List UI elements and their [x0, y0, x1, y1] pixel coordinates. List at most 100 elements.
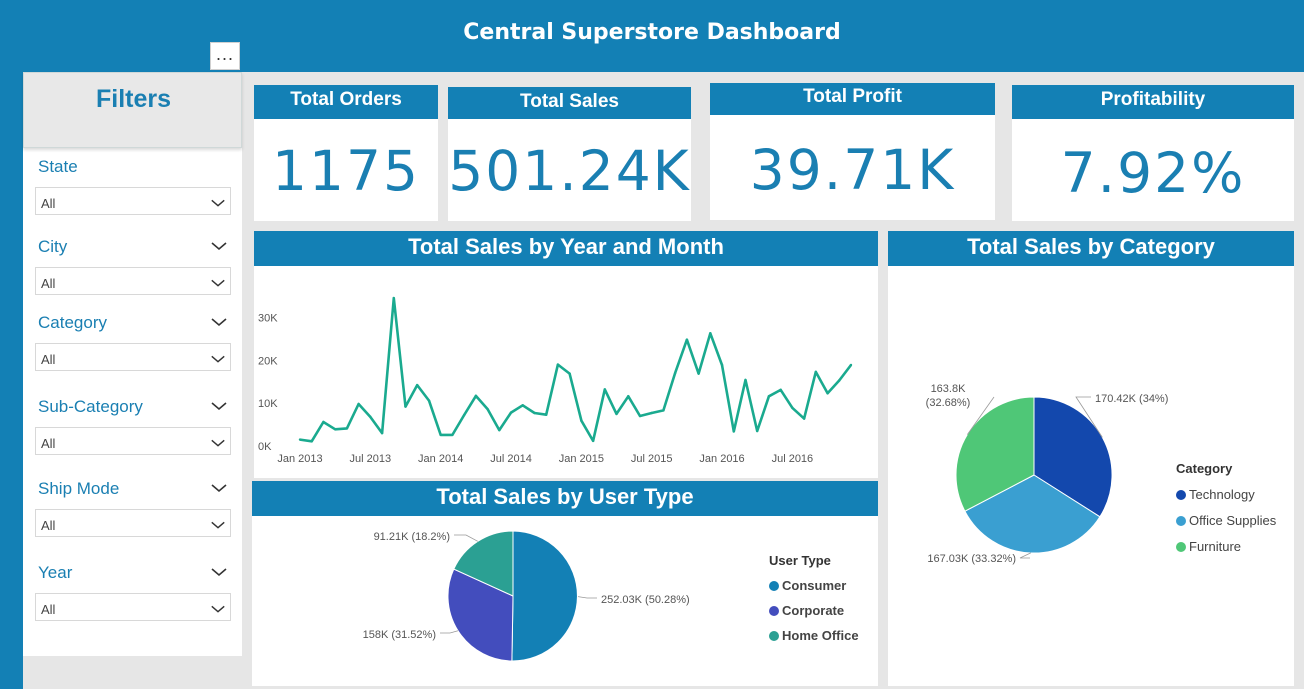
data-point — [838, 379, 841, 382]
legend-item-consumer: Consumer — [782, 578, 846, 593]
data-label: 167.03K (33.32%) — [927, 553, 1016, 565]
data-point — [627, 395, 630, 398]
sales-by-category-title: Total Sales by Category — [888, 231, 1294, 266]
leader-line — [1075, 396, 1103, 438]
more-options-button[interactable]: ... — [210, 42, 240, 70]
filters-title: Filters — [95, 85, 172, 113]
legend-marker — [1176, 516, 1186, 526]
chevron-down-icon — [210, 352, 226, 364]
x-tick-label: Jan 2015 — [559, 453, 604, 465]
slicer-state-dropdown[interactable]: All — [35, 187, 231, 215]
slicer-state-label: State — [38, 157, 78, 176]
slicer-ship-mode-value: All — [41, 518, 56, 533]
chevron-down-icon — [210, 196, 226, 208]
data-label: 163.8K — [931, 383, 967, 395]
data-point — [404, 405, 407, 408]
filters-header: Filters — [23, 72, 242, 148]
kpi-profitability-label: Profitability — [1012, 85, 1294, 119]
legend-item-home-office: Home Office — [782, 628, 859, 643]
data-label: 158K (31.52%) — [363, 629, 436, 641]
legend-marker — [769, 606, 779, 616]
legend-marker — [1176, 490, 1186, 500]
data-point — [392, 296, 395, 300]
legend-marker — [769, 631, 779, 641]
legend-item-furniture: Furniture — [1189, 539, 1241, 554]
legend-marker — [1176, 542, 1186, 552]
sales-by-user-type-chart[interactable]: 252.03K (50.28%) 158K (31.52%) 91.21K (18.… — [252, 516, 878, 686]
data-point — [814, 370, 818, 374]
sales-by-user-type-title: Total Sales by User Type — [252, 481, 878, 516]
chevron-down-icon[interactable] — [210, 315, 228, 329]
slicer-state: State All — [23, 157, 242, 217]
chevron-down-icon[interactable] — [210, 239, 228, 253]
data-point — [345, 427, 349, 430]
data-point — [662, 409, 665, 412]
sales-by-category-panel: Total Sales by Category 170.42K (34%) 167… — [888, 231, 1294, 686]
slicer-sub-category: Sub-Category All — [23, 397, 242, 457]
data-point — [826, 392, 829, 395]
data-point — [744, 378, 747, 382]
data-point — [849, 363, 853, 367]
data-point — [416, 383, 419, 387]
data-point — [580, 419, 583, 422]
slicer-year-dropdown[interactable]: All — [35, 593, 231, 621]
chevron-down-icon — [210, 602, 226, 614]
chevron-down-icon — [210, 276, 226, 288]
dashboard-title: Central Superstore Dashboard — [463, 20, 841, 45]
data-point — [767, 395, 771, 398]
left-accent-strip — [0, 72, 23, 689]
slicer-city-value: All — [41, 276, 56, 291]
data-point — [568, 372, 571, 375]
data-point — [427, 399, 431, 402]
x-tick-label: Jul 2016 — [772, 453, 814, 465]
data-label: 252.03K (50.28%) — [601, 594, 690, 606]
slicer-category-value: All — [41, 352, 56, 367]
data-point — [439, 433, 442, 437]
chevron-down-icon[interactable] — [210, 399, 228, 413]
slicer-year-label: Year — [38, 563, 73, 582]
sales-line — [299, 296, 853, 443]
x-tick-label: Jan 2013 — [277, 453, 322, 465]
data-label: (32.68%) — [926, 397, 971, 409]
data-point — [756, 429, 759, 433]
legend-marker — [769, 581, 779, 591]
category-slice-furniture — [955, 396, 1035, 512]
sales-by-category-chart[interactable]: 170.42K (34%) 167.03K (33.32%) 163.8K (32.6… — [888, 266, 1294, 686]
y-tick-label: 30K — [258, 312, 278, 324]
y-tick-label: 20K — [258, 355, 278, 367]
sales-by-month-title: Total Sales by Year and Month — [254, 231, 878, 266]
legend-item-corporate: Corporate — [782, 603, 844, 618]
slicer-city-dropdown[interactable]: All — [35, 267, 231, 295]
user-type-slice-corporate — [447, 568, 514, 662]
slicer-ship-mode-label: Ship Mode — [38, 479, 120, 498]
data-point — [603, 388, 607, 391]
data-point — [650, 411, 653, 415]
leader-line — [1019, 552, 1031, 559]
data-point — [720, 363, 724, 367]
kpi-profitability: Profitability 7.92% — [1012, 85, 1294, 221]
data-point — [673, 371, 677, 375]
data-point — [697, 372, 700, 375]
slicer-category-dropdown[interactable]: All — [35, 343, 231, 371]
chevron-down-icon[interactable] — [210, 565, 228, 579]
sales-by-month-chart[interactable]: 0K 10K 20K 30K Jan 2013 Jul 2013 Jan 2014 Jul 2… — [254, 266, 878, 478]
data-point — [498, 428, 501, 432]
data-point — [709, 332, 712, 335]
data-point — [685, 338, 689, 341]
slicer-sub-category-dropdown[interactable]: All — [35, 427, 231, 455]
chevron-down-icon — [210, 518, 226, 530]
slicer-category-label: Category — [38, 313, 107, 332]
chevron-down-icon[interactable] — [210, 481, 228, 495]
data-point — [591, 439, 595, 443]
data-point — [791, 406, 794, 410]
kpi-profitability-value: 7.92% — [1060, 141, 1246, 205]
kpi-total-profit-label: Total Profit — [710, 83, 995, 115]
data-point — [369, 415, 372, 419]
slicer-ship-mode-dropdown[interactable]: All — [35, 509, 231, 537]
data-point — [521, 404, 524, 407]
x-tick-label: Jan 2016 — [699, 453, 744, 465]
x-tick-label: Jul 2015 — [631, 453, 673, 465]
kpi-total-orders-label: Total Orders — [254, 85, 438, 119]
slicer-year-value: All — [41, 602, 56, 617]
data-point — [732, 430, 735, 433]
